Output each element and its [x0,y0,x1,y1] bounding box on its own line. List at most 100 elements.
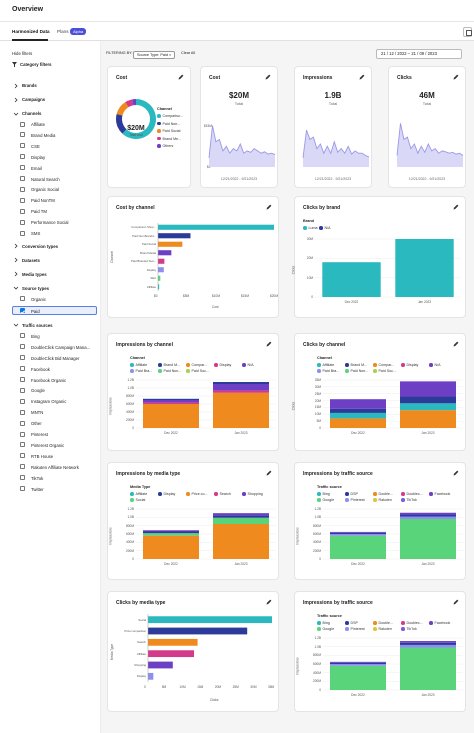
edit-pencil-icon[interactable] [265,74,271,80]
checkbox[interactable] [20,442,25,448]
legend-item: Doublec... [401,492,423,496]
edit-pencil-icon[interactable] [266,341,272,347]
bar-segment [143,535,199,559]
edit-pencil-icon[interactable] [178,74,184,80]
channel-option[interactable]: Natural Search [20,176,121,182]
traffic-source-option[interactable]: Bing [20,333,121,339]
checkbox[interactable] [20,398,25,404]
traffic-source-option[interactable]: Other [20,420,121,426]
channel-option[interactable]: Email [20,165,121,171]
source-type-option[interactable]: Paid [20,308,121,314]
checkbox[interactable] [20,121,25,127]
source-type-chip[interactable]: Source Type: Paid × [133,51,176,59]
channel-option[interactable]: Performance Social [20,219,121,225]
filter-group-5[interactable]: Media types [12,272,113,277]
channel-option[interactable]: Display [20,154,121,160]
edit-pencil-icon[interactable] [359,74,365,80]
y-tick-label: 400M [126,540,134,545]
checkbox[interactable] [20,333,25,339]
checkbox[interactable] [20,143,25,149]
filter-group-6[interactable]: Source types [12,286,113,291]
checkbox[interactable] [20,308,25,314]
y-axis-min: $0 [207,165,211,169]
legend-swatch [317,621,321,625]
tab-harmonized-data[interactable]: Harmonized Data [12,29,50,34]
traffic-source-option[interactable]: MNTN [20,409,121,415]
traffic-source-option[interactable]: Facebook [20,366,121,372]
legend-item: Compar... [373,363,394,367]
sparkline-line [208,125,276,158]
checkbox[interactable] [20,165,25,171]
checkbox[interactable] [20,132,25,138]
checkbox[interactable] [20,464,25,470]
category-tick-label: Social [138,617,146,622]
checkbox[interactable] [20,186,25,192]
checkbox[interactable] [20,486,25,491]
checkbox[interactable] [20,377,25,382]
checkbox[interactable] [20,475,25,481]
filter-group-1[interactable]: Campaigns [12,97,113,102]
traffic-source-option[interactable]: Instagram Organic [20,398,121,404]
legend-swatch [157,136,161,140]
edit-pencil-icon[interactable] [266,470,272,476]
legend-item: Paid Non... [345,369,368,373]
filter-group-2[interactable]: Channels [12,111,113,116]
channel-option[interactable]: Affiliate [20,121,121,127]
traffic-source-option[interactable]: TikTok [20,475,121,481]
traffic-source-option[interactable]: Pinterest Organic [20,442,121,448]
checkbox[interactable] [20,344,25,350]
edit-pencil-icon[interactable] [266,599,272,605]
checkbox[interactable] [20,453,25,459]
traffic-source-option[interactable]: Facebook Organic [20,377,121,383]
channel-option[interactable]: Paid NonTM [20,197,121,203]
checkbox[interactable] [20,208,25,214]
channel-option[interactable]: Brand Media [20,132,121,138]
traffic-source-option[interactable]: Pinterest [20,431,121,437]
traffic-source-option[interactable]: DoubleClick Campaign Mana... [20,344,121,350]
traffic-source-option[interactable]: Google [20,387,121,393]
chip-close-icon[interactable]: × [169,53,172,57]
sparkline-line [302,130,370,158]
channel-option[interactable]: Organic Social [20,186,121,192]
checkbox[interactable] [20,197,25,203]
tab-plans[interactable]: Plans [57,29,69,34]
donut-slice [122,99,156,139]
traffic-source-option[interactable]: Twitter [20,486,121,492]
traffic-source-option[interactable]: Rakuten Affiliate Network [20,464,121,470]
sparkline-line [396,123,464,156]
y-axis-title: Clicks [291,401,296,411]
clear-all-link[interactable]: Clear All [181,51,196,55]
edit-pencil-icon[interactable] [453,341,459,347]
filter-group-7[interactable]: Traffic sources [12,323,113,328]
checkbox[interactable] [20,420,25,426]
checkbox[interactable] [20,219,25,225]
bar-segment [400,519,456,559]
traffic-source-option[interactable]: RTB House [20,453,121,459]
channel-option[interactable]: CSE [20,143,121,149]
source-type-option[interactable]: Organic [20,296,121,302]
checkbox[interactable] [20,154,25,160]
edit-pencil-icon[interactable] [453,599,459,605]
checkbox[interactable] [20,409,25,415]
edit-pencil-icon[interactable] [453,204,459,210]
chevron-right-icon [14,258,18,263]
filter-group-0[interactable]: Brands [12,83,113,88]
checkbox[interactable] [20,387,25,393]
channel-option[interactable]: SMS [20,230,121,236]
edit-pencil-icon[interactable] [266,204,272,210]
edit-pencil-icon[interactable] [453,470,459,476]
hide-filters-link[interactable]: Hide filters [12,51,33,56]
date-range-picker[interactable]: 21 / 12 / 2022 – 21 / 09 / 2023 [376,49,462,59]
channel-option[interactable]: Paid TM [20,208,121,214]
checkbox[interactable] [20,431,25,437]
traffic-source-option[interactable]: DoubleClick Bid Manager [20,355,121,361]
checkbox[interactable] [20,366,25,372]
checkbox[interactable] [20,296,25,302]
checkbox[interactable] [20,176,25,181]
edit-pencil-icon[interactable] [453,74,459,80]
calendar-icon[interactable] [463,27,472,37]
filter-group-4[interactable]: Datasets [12,258,113,263]
checkbox[interactable] [20,230,25,236]
checkbox[interactable] [20,355,25,361]
filter-group-3[interactable]: Conversion types [12,244,113,249]
